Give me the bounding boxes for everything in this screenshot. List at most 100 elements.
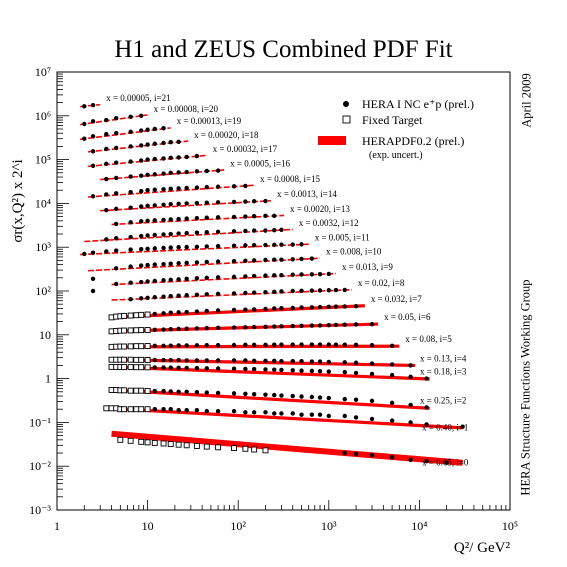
hera-point [279,393,284,398]
series-label: x = 0.00020, i=18 [194,130,259,140]
hera-point [152,295,157,300]
hera-point [82,121,87,127]
hera-point [145,142,150,147]
hera-point [317,368,323,374]
fixed-target-point [231,445,238,451]
hera-point [184,293,189,298]
hera-point [309,272,315,277]
hera-point [299,342,304,347]
hera-point [168,155,173,160]
hera-point [243,243,248,248]
hera-point [128,220,133,225]
hera-point [161,202,166,207]
hera-point [145,218,150,224]
y-axis-label: σr(x,Q²) x 2^i [10,159,26,242]
hera-point [299,412,304,417]
hera-point [215,366,221,371]
hera-point [444,460,449,465]
hera-point [243,366,248,372]
hera-point [251,273,257,279]
hera-point [215,409,221,414]
hera-point [176,139,181,144]
hera-point [161,365,166,370]
hera-point [128,264,133,269]
fixed-target-point [183,442,190,449]
hera-point [309,288,315,293]
hera-point [194,292,200,297]
hera-point [389,372,395,378]
hera-point [204,215,209,220]
hera-point [161,278,166,283]
hera-point [272,242,277,248]
hera-point [168,186,173,192]
fixed-target-point [144,439,151,446]
fixed-target-point [127,406,134,413]
hera-point [90,288,96,294]
hera-point [145,279,150,284]
hera-point [309,256,315,261]
hera-point [184,326,189,331]
hera-point [353,370,359,376]
fixed-target-point [251,446,258,453]
chart-title: H1 and ZEUS Combined PDF Fit [114,36,453,63]
hera-point [342,322,347,327]
fixed-target-point [144,364,151,371]
hera-point [104,249,109,254]
series-label: x = 0.013, i=9 [342,262,393,272]
hera-point [215,291,221,297]
hera-point [309,394,315,400]
hera-point [279,411,284,416]
legend-marker-fit [318,136,346,145]
hera-point [215,308,221,313]
hera-point [243,290,248,296]
hera-point [204,390,209,395]
hera-point [290,288,295,294]
hera-point [168,357,173,363]
fit-band [80,114,148,126]
hera-point [139,143,144,148]
hera-point [176,277,181,282]
x-tick-label: 10⁴ [411,519,427,533]
hera-point [326,359,331,365]
fixed-target-point [138,343,145,350]
hera-point [317,359,323,364]
hera-point [243,228,248,234]
x-tick-label: 10³ [321,519,337,533]
hera-point [272,367,277,372]
hera-point [90,102,96,108]
series-label: x = 0.00005, i=21 [106,93,170,103]
y-tick-label: 10³ [35,240,51,254]
hera-point [82,104,87,109]
fixed-target-point [121,327,128,334]
hera-point [139,296,144,301]
hera-point [231,409,237,414]
fit-band [111,365,430,381]
hera-point [272,227,277,233]
hera-point [194,200,200,206]
hera-point [168,245,173,250]
hera-point [139,204,144,209]
hera-point [161,245,166,251]
hera-point [290,242,295,247]
hera-point [272,411,277,416]
hera-point [184,169,189,175]
hera-point [152,187,157,192]
hera-point [145,246,150,251]
hera-point [139,279,144,285]
hera-point [369,371,375,377]
side-label-group: HERA Structure Functions Working Group [518,279,533,496]
hera-point [128,205,133,210]
hera-point [353,322,359,327]
hera-point [145,233,150,238]
hera-point [204,292,209,297]
hera-point [194,153,200,159]
hera-point [279,324,284,329]
hera-point [104,146,109,152]
hera-point [139,188,144,194]
fixed-target-point [127,356,134,363]
fit-band [111,430,463,466]
hera-point [389,362,395,367]
hera-point [176,389,181,394]
legend-marker-fixed-target [342,115,351,124]
hera-point [194,244,200,250]
